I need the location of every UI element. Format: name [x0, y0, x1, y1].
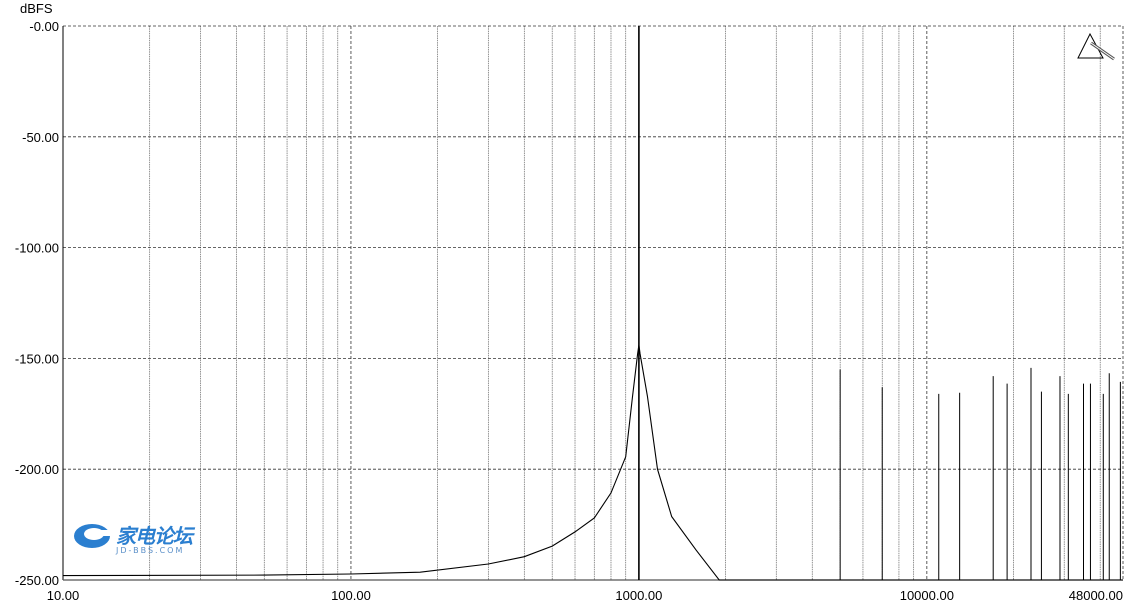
x-tick-label: 10000.00 — [900, 588, 954, 603]
y-tick-label: -200.00 — [15, 462, 59, 477]
x-axis-ticks: 10.00 100.00 1000.00 10000.00 48000.00 — [47, 588, 1123, 603]
y-tick-label: -250.00 — [15, 573, 59, 588]
spectrum-line — [62, 345, 1123, 581]
y-tick-label: -50.00 — [22, 130, 59, 145]
y-axis-label: dBFS — [20, 1, 53, 16]
y-tick-label: -0.00 — [29, 19, 59, 34]
logo-swirl-icon — [74, 524, 116, 548]
x-tick-label: 48000.00 — [1069, 588, 1123, 603]
x-tick-label: 100.00 — [331, 588, 371, 603]
prism-icon — [1077, 32, 1115, 61]
grid — [62, 25, 1124, 581]
watermark-text: 家电论坛 — [116, 524, 193, 548]
x-tick-label: 1000.00 — [615, 588, 662, 603]
watermark-logo: 家电论坛 JD-BBS.COM — [72, 518, 202, 558]
data-marks — [62, 26, 1123, 581]
y-tick-label: -100.00 — [15, 241, 59, 256]
y-axis-ticks: -0.00 -50.00 -100.00 -150.00 -200.00 -250.00 — [15, 19, 59, 588]
watermark-url: JD-BBS.COM — [116, 546, 185, 555]
x-tick-label: 10.00 — [47, 588, 80, 603]
y-tick-label: -150.00 — [15, 351, 59, 366]
